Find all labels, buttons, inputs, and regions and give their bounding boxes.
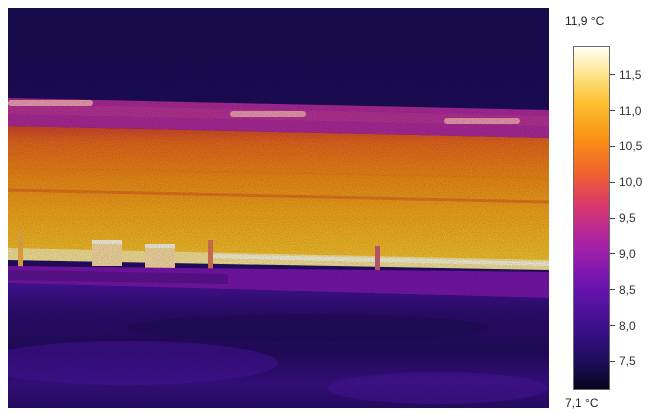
temperature-colorbar (573, 46, 610, 390)
colorbar-tick: 11,5 (610, 68, 653, 82)
colorbar-tick: 8,0 (610, 319, 653, 333)
legend-max-label: 11,9 °C (565, 14, 605, 28)
tick-label: 9,5 (619, 211, 636, 225)
colorbar-tick: 9,0 (610, 247, 653, 261)
tick-label: 11,0 (619, 103, 642, 118)
thermal-image (8, 8, 549, 408)
tick-mark (610, 181, 615, 183)
tick-mark (610, 360, 615, 362)
colorbar-tick: 11,0 (610, 104, 653, 118)
tick-mark (610, 217, 615, 219)
tick-label: 7,5 (619, 354, 636, 369)
tick-mark (610, 289, 615, 291)
tick-mark (610, 110, 615, 111)
tick-label: 10,0 (619, 175, 643, 190)
tick-label: 8,5 (619, 282, 636, 297)
colorbar-tick: 8,5 (610, 283, 653, 297)
tick-label: 9,0 (619, 246, 636, 261)
tick-label: 10,5 (619, 139, 643, 154)
tick-label: 11,5 (619, 67, 642, 82)
colorbar-tick: 9,5 (610, 211, 653, 225)
tick-mark (610, 253, 615, 255)
tick-label: 8,0 (619, 318, 636, 333)
colorbar-ticks: 11,5 11,0 10,5 10,0 9,5 9,0 8,5 8,0 7,5 (573, 46, 653, 390)
tick-mark (610, 145, 615, 147)
colorbar-tick: 10,0 (610, 175, 653, 189)
tick-mark (610, 74, 615, 76)
legend-min-label: 7,1 °C (565, 396, 599, 410)
tick-mark (610, 325, 615, 326)
colorbar-tick: 7,5 (610, 354, 653, 368)
colorbar-tick: 10,5 (610, 139, 653, 153)
